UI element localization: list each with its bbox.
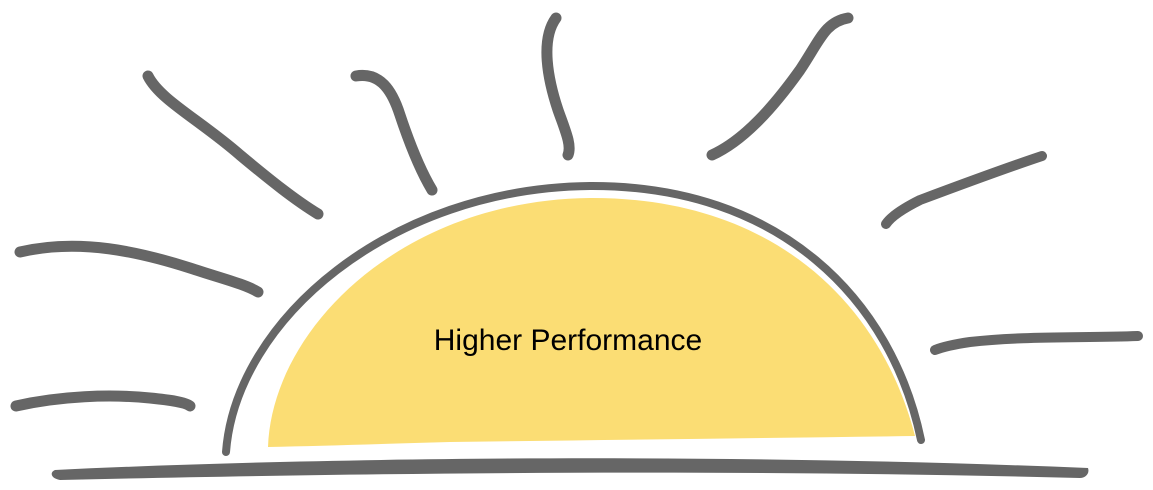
page: Higher Performance (() => { const data =…	[0, 0, 1153, 490]
ray	[20, 246, 258, 292]
ray	[547, 18, 569, 155]
ray	[886, 156, 1042, 224]
sun-label: Higher Performance	[434, 324, 702, 357]
sun-illustration: Higher Performance	[0, 0, 1153, 490]
ray	[712, 18, 848, 155]
sun-fill	[268, 198, 915, 447]
ray	[935, 336, 1138, 350]
ray	[356, 75, 432, 190]
horizon	[52, 458, 1089, 480]
ray	[16, 396, 190, 406]
ray	[148, 76, 318, 214]
